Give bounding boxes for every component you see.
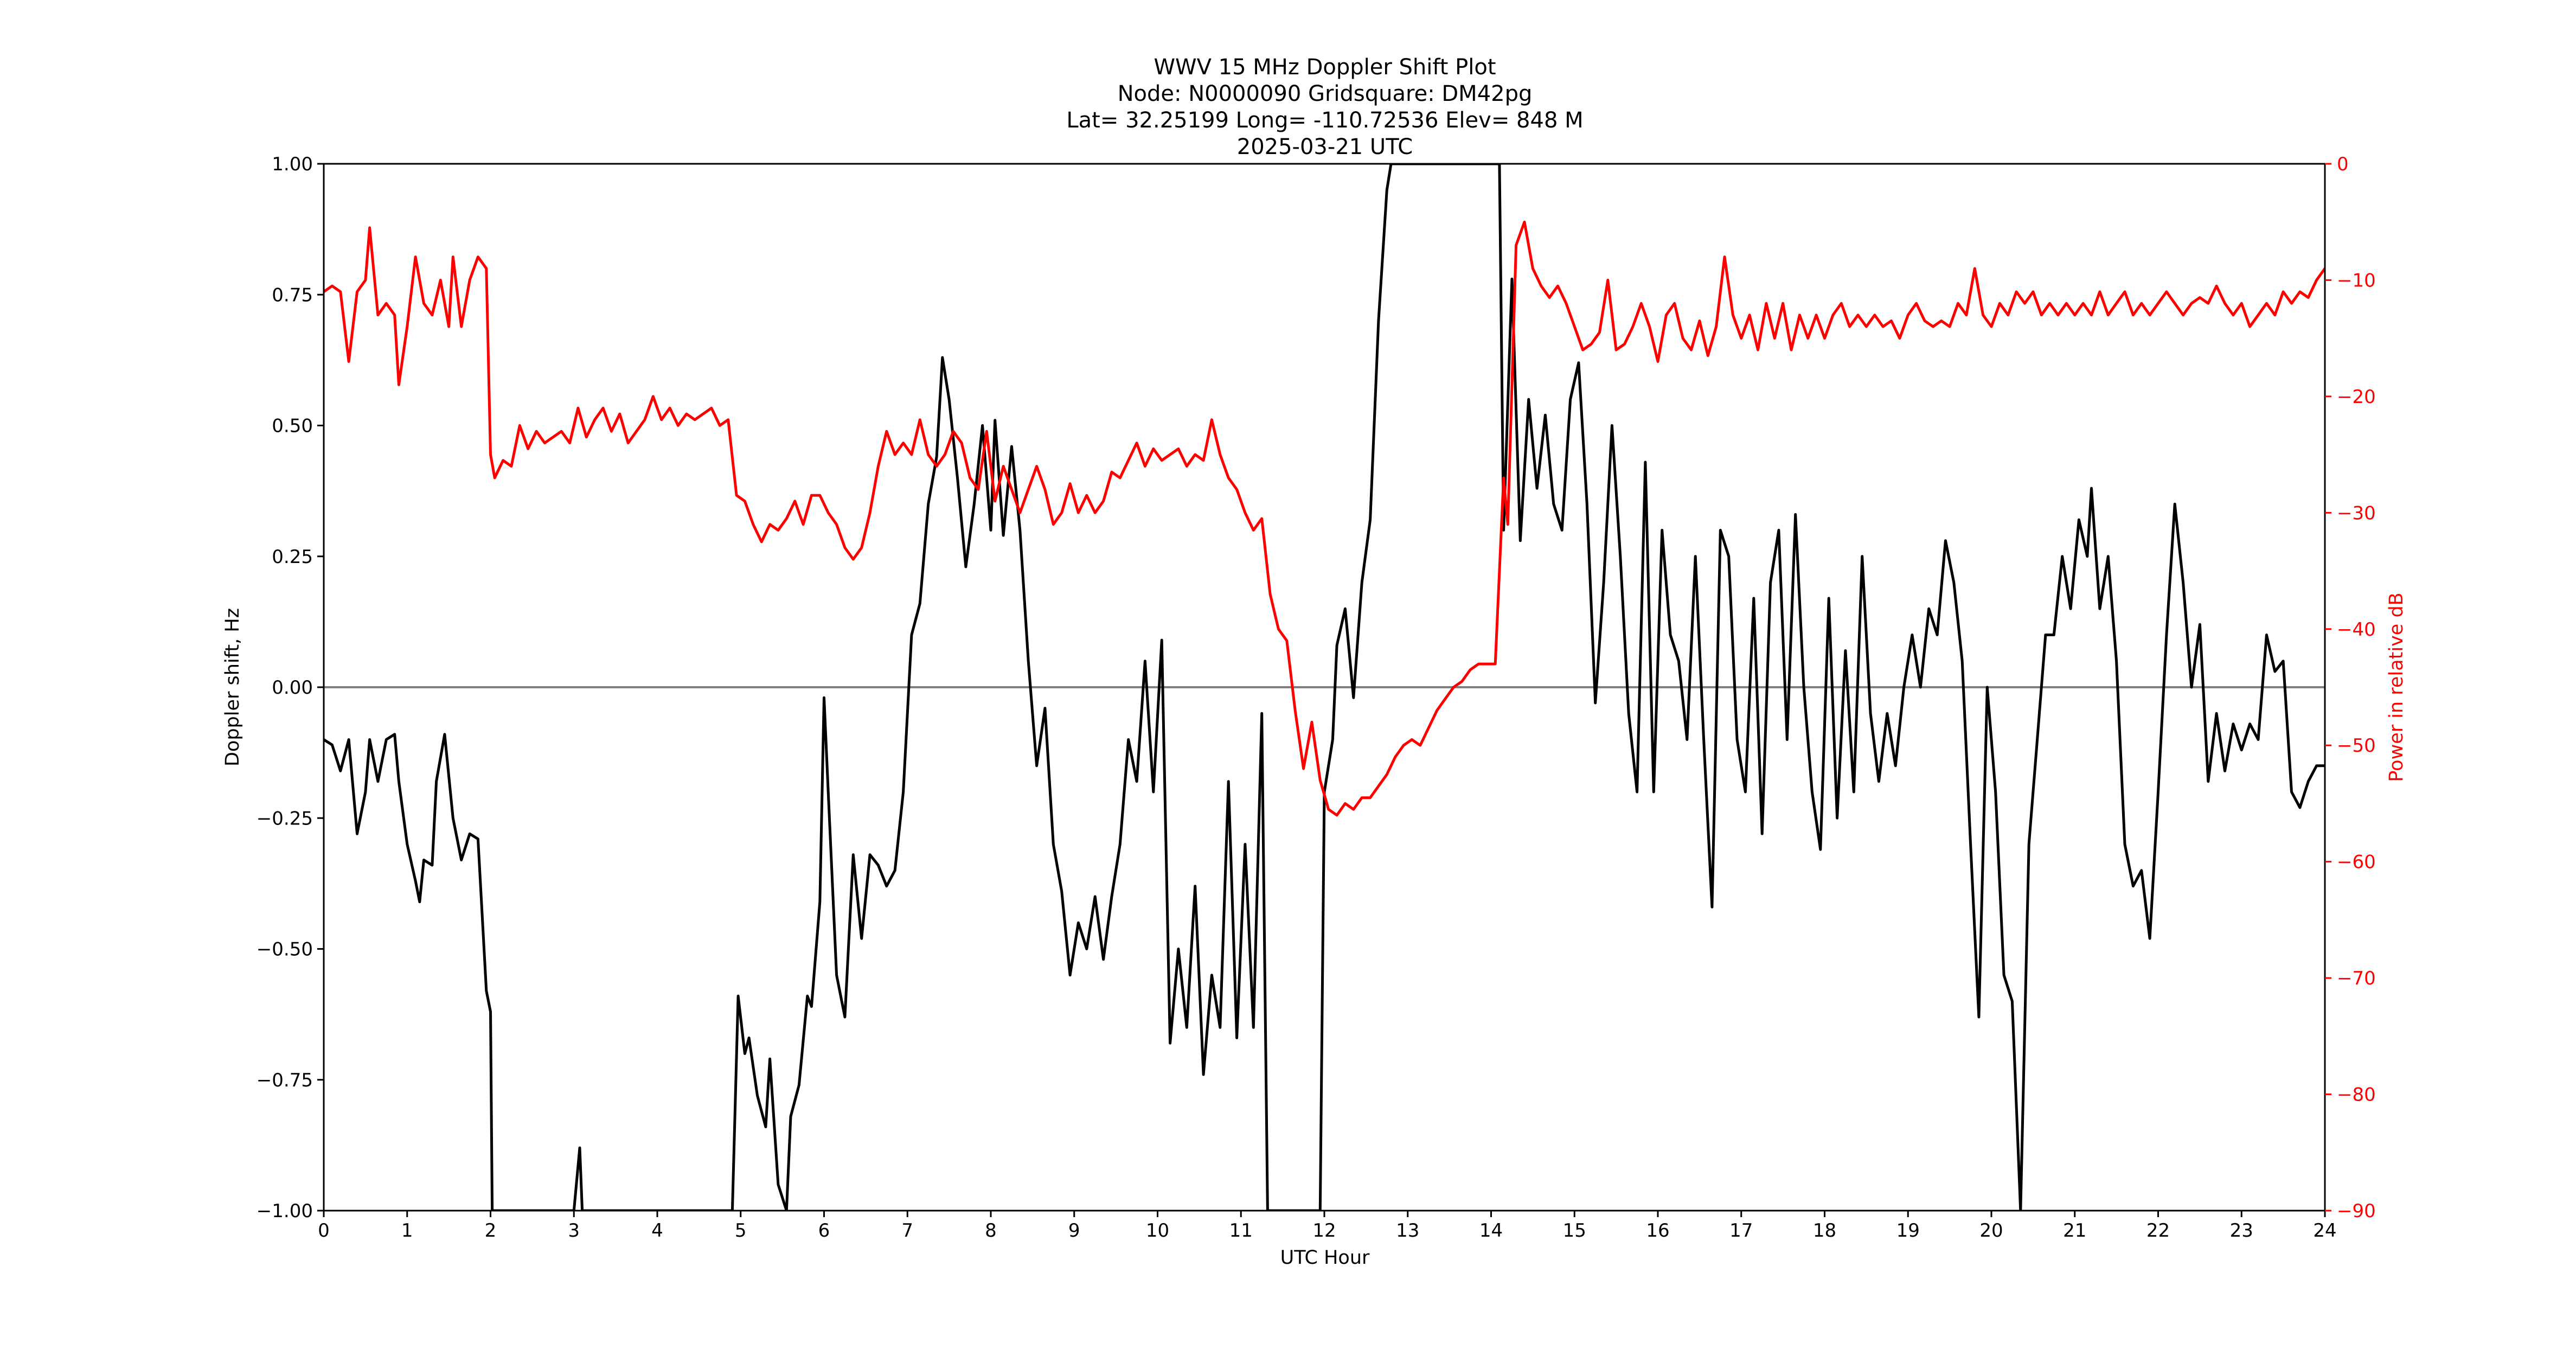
chart-title-line-1: WWV 15 MHz Doppler Shift Plot (1154, 55, 1496, 80)
x-tick-label: 15 (1563, 1220, 1586, 1242)
x-tick-label: 12 (1312, 1220, 1336, 1242)
x-tick-label: 16 (1646, 1220, 1669, 1242)
x-axis-label: UTC Hour (1280, 1247, 1370, 1269)
y-tick-label: 0.00 (272, 677, 313, 699)
x-tick-label: 24 (2313, 1220, 2336, 1242)
x-tick-label: 4 (651, 1220, 663, 1242)
doppler-series-line (324, 164, 2325, 1211)
x-axis: 0 1 2 3 4 5 6 7 8 9 10 11 12 13 14 15 16 17 18 19 20 21 22 23 24 (318, 1211, 2337, 1242)
y-tick-label: 0.25 (272, 546, 313, 568)
x-tick-label: 6 (818, 1220, 830, 1242)
x-tick-label: 20 (1979, 1220, 2003, 1242)
y2-tick-label: −30 (2337, 502, 2376, 524)
series-layer (324, 164, 2325, 1211)
x-tick-label: 18 (1813, 1220, 1836, 1242)
y2-tick-label: −90 (2337, 1200, 2376, 1222)
y-tick-label: 1.00 (272, 153, 313, 175)
y-tick-label: −1.00 (257, 1200, 313, 1222)
y2-tick-label: −50 (2337, 735, 2376, 757)
y2-tick-label: 0 (2337, 153, 2349, 175)
y-tick-label: −0.75 (257, 1070, 313, 1091)
x-tick-label: 0 (318, 1220, 330, 1242)
x-tick-label: 1 (401, 1220, 413, 1242)
y2-tick-label: −10 (2337, 270, 2376, 291)
y-axis-label-left: Doppler shift, Hz (222, 608, 243, 766)
y2-tick-label: −70 (2337, 968, 2376, 989)
x-tick-label: 5 (735, 1220, 747, 1242)
chart-title-line-4: 2025-03-21 UTC (1237, 135, 1413, 159)
y-tick-label: 0.50 (272, 415, 313, 437)
y2-tick-label: −60 (2337, 852, 2376, 873)
chart-title-line-3: Lat= 32.25199 Long= -110.72536 Elev= 848… (1066, 108, 1583, 133)
y-tick-label: −0.25 (257, 808, 313, 829)
y2-tick-label: −20 (2337, 386, 2376, 408)
x-tick-label: 10 (1146, 1220, 1169, 1242)
x-tick-label: 3 (568, 1220, 580, 1242)
y2-tick-label: −40 (2337, 619, 2376, 641)
x-tick-label: 8 (985, 1220, 997, 1242)
y-tick-label: 0.75 (272, 284, 313, 306)
x-tick-label: 11 (1229, 1220, 1253, 1242)
chart-title: WWV 15 MHz Doppler Shift Plot Node: N000… (1066, 55, 1583, 159)
x-tick-label: 19 (1896, 1220, 1920, 1242)
x-tick-label: 23 (2230, 1220, 2253, 1242)
power-series-line (324, 220, 2325, 817)
x-tick-label: 13 (1396, 1220, 1419, 1242)
x-tick-label: 7 (901, 1220, 913, 1242)
y2-tick-label: −80 (2337, 1084, 2376, 1106)
y-axis-label-right: Power in relative dB (2386, 592, 2407, 782)
y-tick-label: −0.50 (257, 939, 313, 961)
x-tick-label: 9 (1068, 1220, 1080, 1242)
chart-title-line-2: Node: N0000090 Gridsquare: DM42pg (1118, 81, 1533, 106)
x-tick-label: 22 (2146, 1220, 2170, 1242)
x-tick-label: 21 (2063, 1220, 2086, 1242)
y-axis-left: 1.00 0.75 0.50 0.25 0.00 −0.25 −0.50 −0.75 −1.00 (257, 153, 324, 1222)
y-axis-right: 0 −10 −20 −30 −40 −50 −60 −70 −80 −90 (2325, 153, 2376, 1222)
x-tick-label: 2 (485, 1220, 497, 1242)
x-tick-label: 17 (1729, 1220, 1753, 1242)
x-tick-label: 14 (1479, 1220, 1503, 1242)
